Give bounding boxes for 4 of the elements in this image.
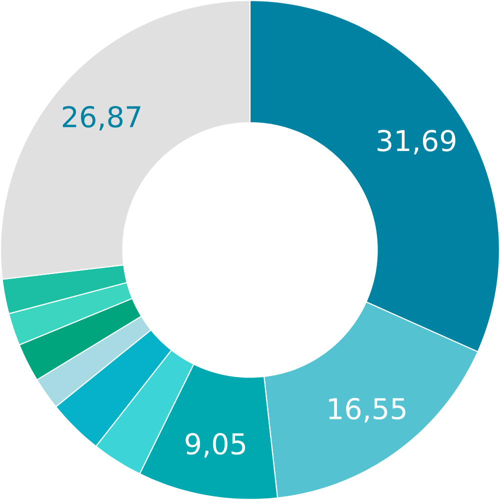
data-label: 31,69	[378, 130, 456, 154]
data-label: 16,55	[329, 398, 406, 422]
data-label: 9,05	[186, 433, 246, 458]
data-label: 26,87	[62, 106, 140, 131]
